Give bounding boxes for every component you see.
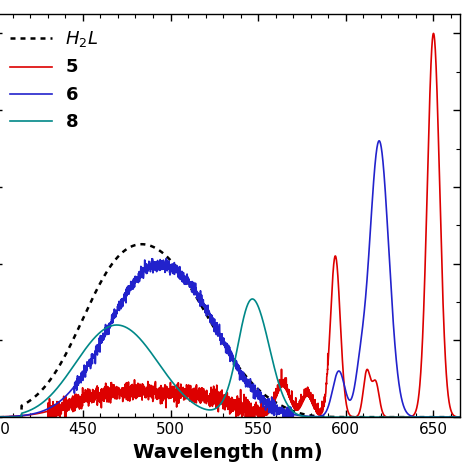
$H_2L$	[46, 380, 51, 385]
$H_2L$	[191, 290, 197, 295]
$\mathbf{8}$	[73, 360, 79, 365]
X-axis label: Wavelength (nm): Wavelength (nm)	[133, 443, 322, 462]
$H_2L$	[448, 414, 454, 420]
$\mathbf{5}$	[448, 408, 454, 413]
$\mathbf{8}$	[448, 414, 454, 420]
$H_2L$	[457, 414, 463, 420]
$\mathbf{5}$	[46, 411, 51, 417]
Legend: $H_2L$, $\mathbf{5}$, $\mathbf{6}$, $\mathbf{8}$: $H_2L$, $\mathbf{5}$, $\mathbf{6}$, $\ma…	[4, 23, 105, 137]
$\mathbf{6}$	[398, 393, 404, 399]
Line: $H_2L$: $H_2L$	[0, 244, 460, 417]
$H_2L$	[398, 414, 403, 420]
$\mathbf{5}$	[46, 414, 51, 420]
Line: $\mathbf{5}$: $\mathbf{5}$	[0, 33, 460, 417]
$\mathbf{6}$	[457, 414, 463, 420]
$\mathbf{6}$	[46, 406, 51, 411]
$\mathbf{8}$	[171, 381, 176, 386]
$\mathbf{8}$	[457, 414, 463, 420]
Line: $\mathbf{8}$: $\mathbf{8}$	[0, 299, 460, 417]
$\mathbf{6}$	[191, 282, 196, 287]
$\mathbf{6}$	[448, 414, 454, 420]
$\mathbf{5}$	[398, 414, 403, 420]
$\mathbf{8}$	[398, 414, 403, 420]
$\mathbf{5}$	[457, 414, 463, 420]
$\mathbf{6}$	[376, 138, 382, 144]
$H_2L$	[171, 261, 176, 266]
$\mathbf{6}$	[73, 385, 79, 391]
$\mathbf{5}$	[171, 391, 176, 396]
$\mathbf{8}$	[46, 395, 51, 401]
$\mathbf{5}$	[73, 391, 79, 397]
$\mathbf{5}$	[430, 30, 436, 36]
$\mathbf{8}$	[191, 401, 196, 406]
$\mathbf{5}$	[191, 386, 197, 392]
$H_2L$	[73, 331, 79, 337]
$\mathbf{6}$	[171, 267, 176, 273]
$\mathbf{8}$	[249, 296, 255, 302]
$\mathbf{6}$	[281, 414, 286, 420]
$H_2L$	[139, 241, 145, 247]
Line: $\mathbf{6}$: $\mathbf{6}$	[0, 141, 460, 417]
